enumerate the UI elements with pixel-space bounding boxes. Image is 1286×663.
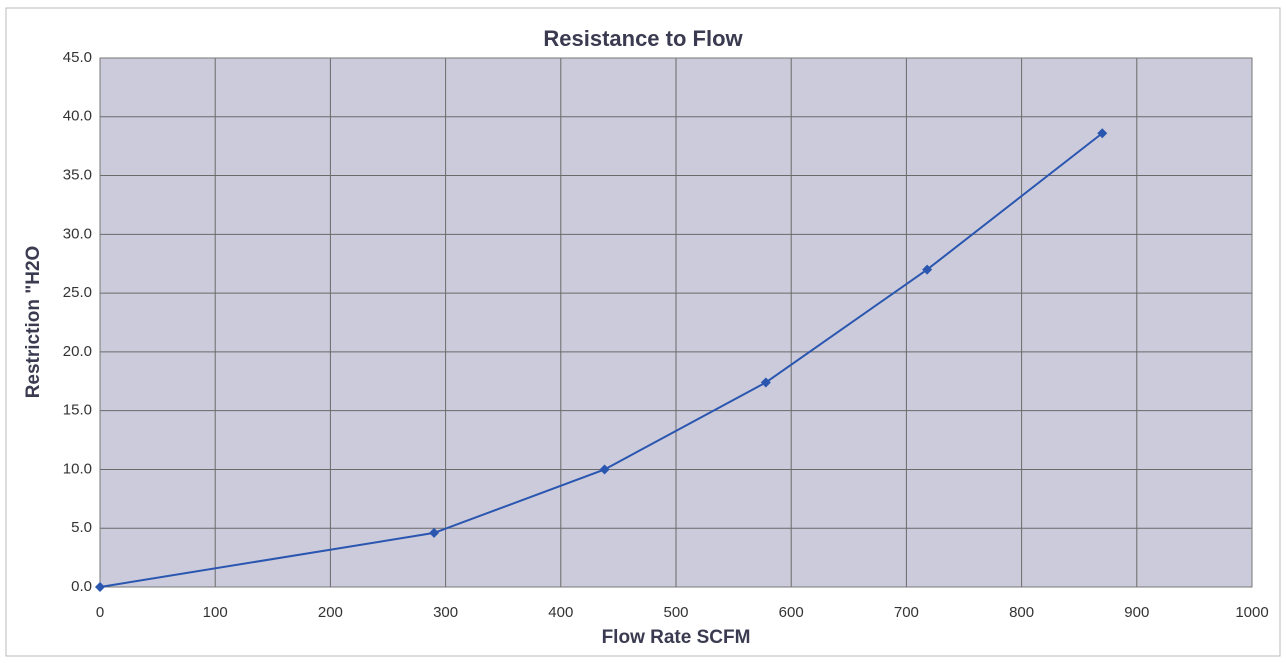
- x-axis-title: Flow Rate SCFM: [602, 627, 751, 648]
- x-tick-label: 800: [1009, 604, 1034, 621]
- plot-border: [99, 57, 1253, 588]
- x-tick-label: 400: [548, 604, 573, 621]
- chart-title: Resistance to Flow: [543, 26, 743, 51]
- x-tick-label: 100: [203, 604, 228, 621]
- data-line: [99, 132, 1103, 588]
- data-point: [922, 264, 933, 275]
- x-tick-label: 300: [433, 604, 458, 621]
- x-tick-label: 700: [894, 604, 919, 621]
- data-point: [429, 527, 440, 538]
- data-point: [599, 464, 610, 475]
- x-tick-label: 900: [1124, 604, 1149, 621]
- y-tick-label: 0.0: [71, 578, 92, 595]
- x-tick-label: 0: [96, 604, 104, 621]
- y-axis-title: Restriction "H2O: [23, 246, 44, 399]
- x-tick-label: 1000: [1235, 604, 1268, 621]
- y-tick-label: 5.0: [71, 519, 92, 536]
- y-tick-label: 40.0: [63, 108, 92, 125]
- y-tick-label: 45.0: [63, 49, 92, 66]
- data-point: [95, 582, 105, 592]
- x-tick-label: 600: [779, 604, 804, 621]
- y-tick-label: 30.0: [63, 225, 92, 242]
- y-tick-label: 35.0: [63, 167, 92, 184]
- data-point: [760, 377, 771, 388]
- data-point: [1097, 128, 1108, 139]
- y-tick-label: 25.0: [63, 284, 92, 301]
- y-tick-label: 10.0: [63, 460, 92, 477]
- x-tick-label: 500: [663, 604, 688, 621]
- x-tick-label: 200: [318, 604, 343, 621]
- y-tick-label: 20.0: [63, 343, 92, 360]
- y-tick-label: 15.0: [63, 402, 92, 419]
